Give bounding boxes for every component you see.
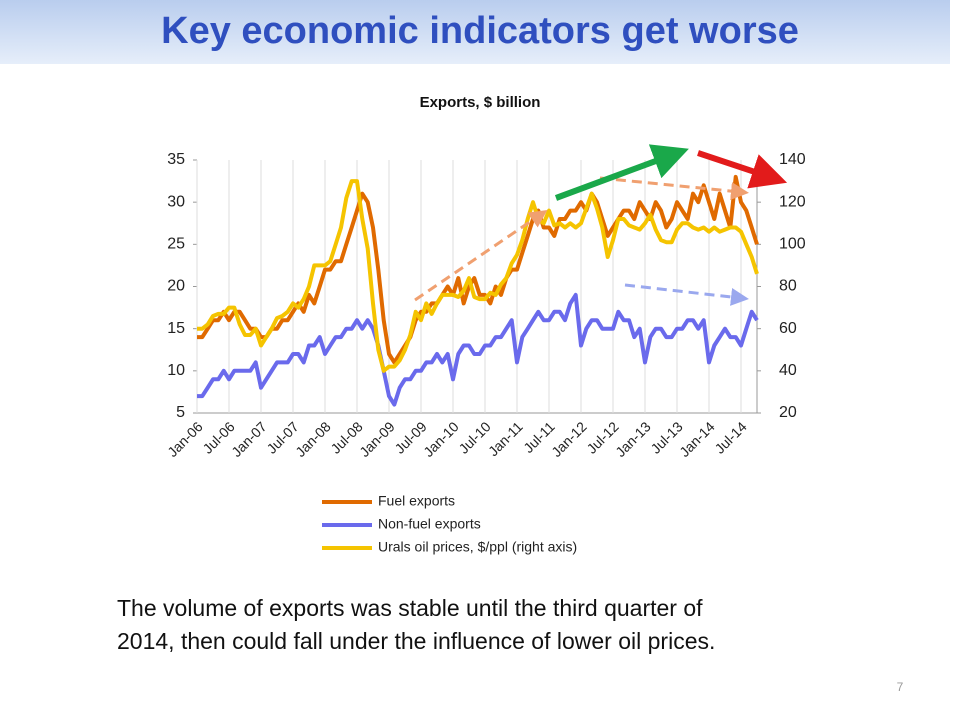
x-tick-label: Jan-12 [548, 418, 590, 460]
x-tick-label: Jan-14 [676, 418, 718, 460]
y2-tick-label: 60 [779, 320, 797, 337]
series-line [197, 179, 759, 373]
legend: Fuel exports Non-fuel exports Urals oil pr… [322, 493, 577, 555]
slide-title: Key economic indicators get worse [161, 10, 799, 52]
chart-title: Exports, $ billion [420, 94, 541, 111]
y-tick-label: 25 [167, 236, 185, 253]
trend-arrows [414, 144, 788, 306]
legend-label: Fuel exports [378, 493, 455, 509]
caption-line: 2014, then could fall under the influenc… [117, 628, 715, 654]
legend-label: Non-fuel exports [378, 516, 481, 532]
y2-tick-label: 80 [779, 278, 797, 295]
down-arrow [697, 150, 788, 189]
y2-tick-label: 120 [779, 193, 806, 210]
up-arrow [554, 144, 689, 201]
x-tick-label: Jan-10 [420, 418, 462, 460]
legend-label: Urals oil prices, $/ppl (right axis) [378, 539, 577, 555]
trend-arrow [599, 176, 749, 201]
y-tick-label: 30 [167, 193, 185, 210]
series-line [197, 174, 759, 365]
y-tick-label: 15 [167, 320, 185, 337]
x-tick-label: Jan-09 [356, 418, 398, 460]
trend-arrow [414, 209, 548, 302]
y-tick-label: 10 [167, 362, 185, 379]
y2-tick-label: 40 [779, 362, 797, 379]
plot: 5 10 15 20 25 30 35 20 40 60 80 100 120 140 Jan-06 Jul-… [164, 151, 806, 460]
y-tick-label: 35 [167, 151, 185, 168]
x-tick-label: Jan-11 [485, 418, 526, 459]
x-tick-label: Jan-13 [612, 418, 654, 460]
y2-tick-label: 20 [779, 404, 797, 421]
page-number: 7 [897, 680, 904, 694]
x-tick-label: Jul-14 [711, 418, 749, 456]
trend-arrow [624, 283, 749, 306]
x-tick-label: Jan-08 [292, 418, 334, 460]
title-band [0, 0, 950, 64]
y2-tick-label: 100 [779, 236, 806, 253]
caption-line: The volume of exports was stable until t… [117, 595, 703, 621]
y-tick-label: 20 [167, 278, 185, 295]
y-tick-label: 5 [176, 404, 185, 421]
x-tick-label: Jan-06 [164, 418, 206, 460]
y2-tick-label: 140 [779, 151, 806, 168]
series-line [197, 292, 759, 407]
x-tick-label: Jan-07 [228, 418, 270, 460]
